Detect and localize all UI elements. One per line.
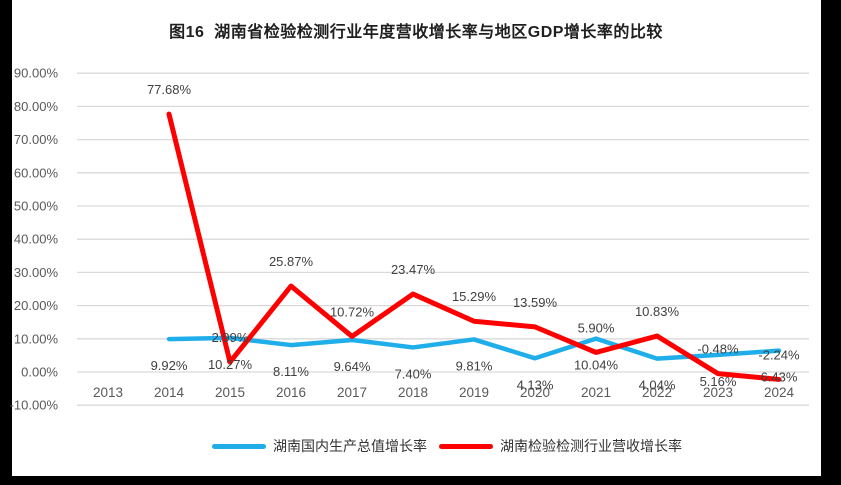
window-edge-left: [0, 0, 12, 485]
revenue-series-swatch: [439, 443, 493, 449]
y-tick-label: 50.00%: [14, 199, 59, 214]
data-label: 9.81%: [456, 358, 493, 373]
data-label: 8.11%: [273, 364, 309, 379]
x-tick-label: 2020: [520, 385, 550, 400]
data-label: 4.13%: [517, 377, 554, 392]
window-edge-bottom: [0, 476, 841, 485]
data-label: 23.47%: [391, 262, 436, 277]
data-label: -2.24%: [758, 347, 800, 362]
y-tick-label: 40.00%: [14, 232, 59, 247]
data-label: 5.90%: [578, 320, 615, 335]
data-label: 10.72%: [330, 304, 375, 319]
data-label: 13.59%: [513, 295, 558, 310]
y-tick-label: 20.00%: [14, 298, 59, 313]
x-tick-label: 2022: [642, 385, 672, 400]
y-tick-label: 80.00%: [14, 99, 59, 114]
x-tick-label: 2021: [581, 385, 611, 400]
chart-title: 图16 湖南省检验检测行业年度营收增长率与地区GDP增长率的比较: [169, 24, 663, 41]
data-label: 2.99%: [212, 330, 249, 345]
y-tick-label: 60.00%: [14, 165, 59, 180]
data-label: 10.83%: [635, 304, 680, 319]
y-tick-label: 90.00%: [14, 66, 59, 81]
gdp-line: [166, 335, 782, 361]
x-tick-label: 2016: [276, 385, 306, 400]
chart-legend: 湖南国内生产总值增长率 湖南检验检测行业营收增长率: [212, 436, 682, 456]
y-tick-label: 10.00%: [14, 331, 59, 346]
data-label: 5.16%: [700, 374, 737, 389]
gdp-series-swatch: [212, 443, 266, 449]
x-tick-label: 2018: [398, 385, 428, 400]
data-label: 7.40%: [395, 366, 432, 381]
data-label: 9.64%: [334, 359, 371, 374]
revenue-line: [166, 111, 782, 382]
x-tick-label: 2024: [764, 385, 795, 400]
data-label: 25.87%: [269, 254, 314, 269]
gdp-series-label: 湖南国内生产总值增长率: [273, 438, 427, 454]
data-label: 77.68%: [147, 82, 192, 97]
x-tick-label: 2017: [337, 385, 367, 400]
y-tick-label: 70.00%: [14, 132, 59, 147]
x-tick-label: 2023: [703, 385, 733, 400]
data-label: -0.48%: [697, 342, 739, 357]
data-label: 10.04%: [574, 358, 619, 373]
y-tick-label: 0.00%: [21, 365, 58, 380]
revenue-series-label: 湖南检验检测行业营收增长率: [500, 438, 682, 454]
data-label: 10.27%: [208, 357, 253, 372]
x-tick-label: 2019: [459, 385, 489, 400]
x-tick-label: 2013: [93, 385, 123, 400]
data-label: 15.29%: [452, 289, 497, 304]
x-tick-label: 2014: [154, 385, 185, 400]
x-tick-label: 2015: [215, 385, 245, 400]
window-edge-right: [821, 0, 841, 485]
y-tick-label: -10.00%: [10, 398, 59, 413]
data-label: 6.43%: [761, 370, 798, 385]
y-tick-label: 30.00%: [14, 265, 59, 280]
data-label: 9.92%: [151, 358, 188, 373]
data-label: 4.04%: [639, 378, 676, 393]
